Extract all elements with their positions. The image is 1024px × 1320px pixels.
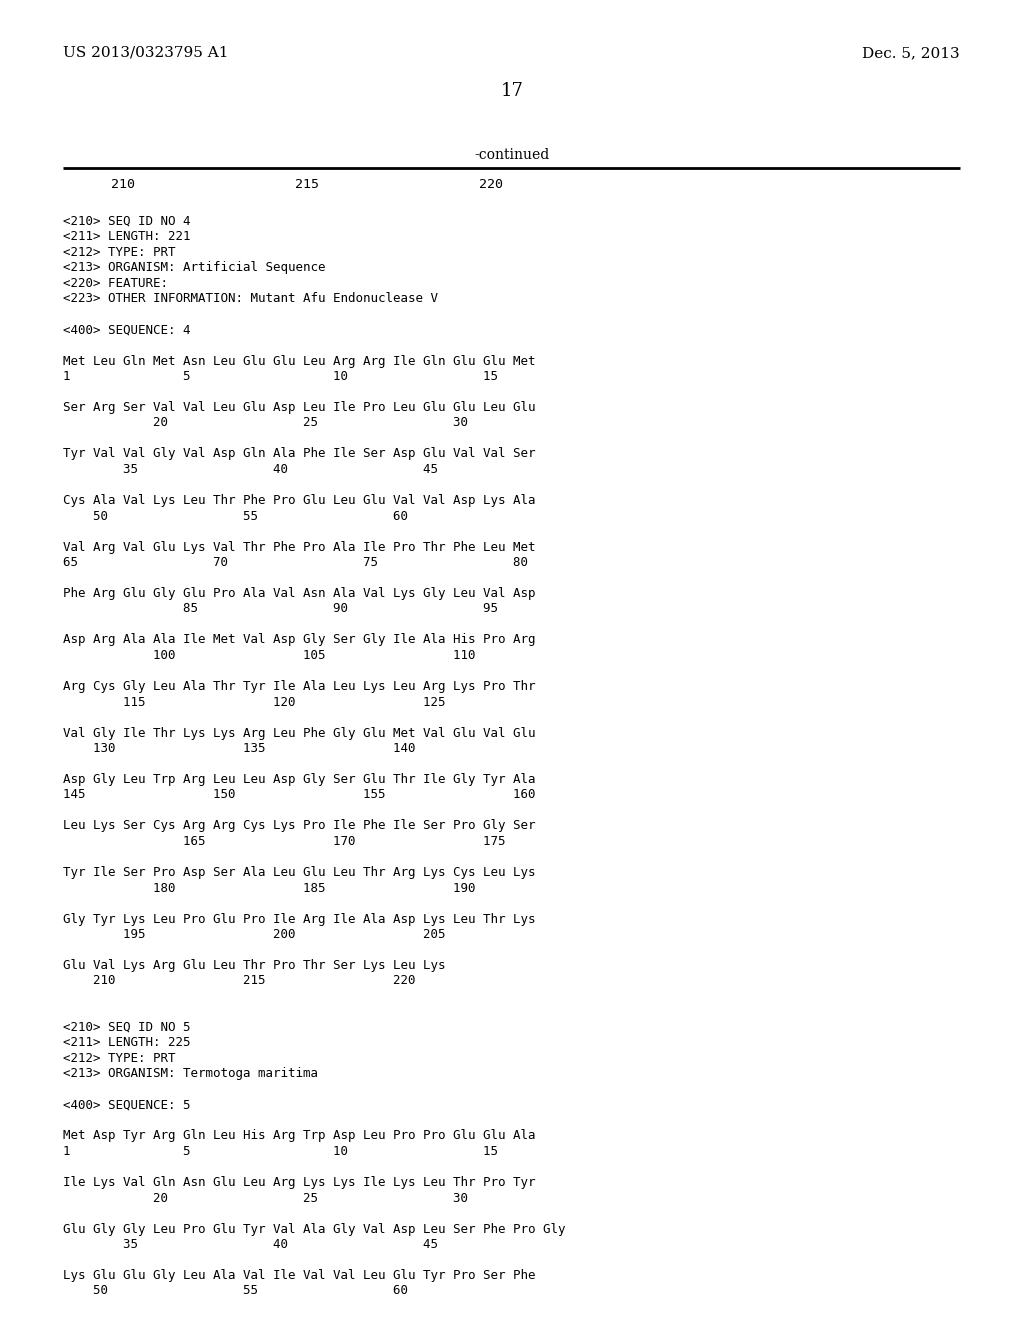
Text: Tyr Val Val Gly Val Asp Gln Ala Phe Ile Ser Asp Glu Val Val Ser: Tyr Val Val Gly Val Asp Gln Ala Phe Ile … bbox=[63, 447, 536, 461]
Text: <400> SEQUENCE: 5: <400> SEQUENCE: 5 bbox=[63, 1098, 190, 1111]
Text: Asp Arg Ala Ala Ile Met Val Asp Gly Ser Gly Ile Ala His Pro Arg: Asp Arg Ala Ala Ile Met Val Asp Gly Ser … bbox=[63, 634, 536, 647]
Text: <210> SEQ ID NO 4: <210> SEQ ID NO 4 bbox=[63, 215, 190, 228]
Text: 65                  70                  75                  80: 65 70 75 80 bbox=[63, 556, 528, 569]
Text: Glu Gly Gly Leu Pro Glu Tyr Val Ala Gly Val Asp Leu Ser Phe Pro Gly: Glu Gly Gly Leu Pro Glu Tyr Val Ala Gly … bbox=[63, 1222, 565, 1236]
Text: 180                 185                 190: 180 185 190 bbox=[63, 882, 475, 895]
Text: Dec. 5, 2013: Dec. 5, 2013 bbox=[862, 46, 961, 59]
Text: Val Gly Ile Thr Lys Lys Arg Leu Phe Gly Glu Met Val Glu Val Glu: Val Gly Ile Thr Lys Lys Arg Leu Phe Gly … bbox=[63, 726, 536, 739]
Text: <223> OTHER INFORMATION: Mutant Afu Endonuclease V: <223> OTHER INFORMATION: Mutant Afu Endo… bbox=[63, 293, 438, 305]
Text: <213> ORGANISM: Artificial Sequence: <213> ORGANISM: Artificial Sequence bbox=[63, 261, 326, 275]
Text: 20                  25                  30: 20 25 30 bbox=[63, 417, 468, 429]
Text: Tyr Ile Ser Pro Asp Ser Ala Leu Glu Leu Thr Arg Lys Cys Leu Lys: Tyr Ile Ser Pro Asp Ser Ala Leu Glu Leu … bbox=[63, 866, 536, 879]
Text: Cys Ala Val Lys Leu Thr Phe Pro Glu Leu Glu Val Val Asp Lys Ala: Cys Ala Val Lys Leu Thr Phe Pro Glu Leu … bbox=[63, 494, 536, 507]
Text: Arg Cys Gly Leu Ala Thr Tyr Ile Ala Leu Lys Leu Arg Lys Pro Thr: Arg Cys Gly Leu Ala Thr Tyr Ile Ala Leu … bbox=[63, 680, 536, 693]
Text: 50                  55                  60: 50 55 60 bbox=[63, 510, 408, 523]
Text: <211> LENGTH: 225: <211> LENGTH: 225 bbox=[63, 1036, 190, 1049]
Text: Phe Arg Glu Gly Glu Pro Ala Val Asn Ala Val Lys Gly Leu Val Asp: Phe Arg Glu Gly Glu Pro Ala Val Asn Ala … bbox=[63, 587, 536, 601]
Text: <211> LENGTH: 221: <211> LENGTH: 221 bbox=[63, 231, 190, 243]
Text: 20                  25                  30: 20 25 30 bbox=[63, 1192, 468, 1204]
Text: Lys Glu Glu Gly Leu Ala Val Ile Val Val Leu Glu Tyr Pro Ser Phe: Lys Glu Glu Gly Leu Ala Val Ile Val Val … bbox=[63, 1269, 536, 1282]
Text: 100                 105                 110: 100 105 110 bbox=[63, 649, 475, 663]
Text: 210                 215                 220: 210 215 220 bbox=[63, 974, 416, 987]
Text: <210> SEQ ID NO 5: <210> SEQ ID NO 5 bbox=[63, 1020, 190, 1034]
Text: Gly Tyr Lys Leu Pro Glu Pro Ile Arg Ile Ala Asp Lys Leu Thr Lys: Gly Tyr Lys Leu Pro Glu Pro Ile Arg Ile … bbox=[63, 912, 536, 925]
Text: Ile Lys Val Gln Asn Glu Leu Arg Lys Lys Ile Lys Leu Thr Pro Tyr: Ile Lys Val Gln Asn Glu Leu Arg Lys Lys … bbox=[63, 1176, 536, 1189]
Text: 1               5                   10                  15: 1 5 10 15 bbox=[63, 1144, 498, 1158]
Text: Asp Gly Leu Trp Arg Leu Leu Asp Gly Ser Glu Thr Ile Gly Tyr Ala: Asp Gly Leu Trp Arg Leu Leu Asp Gly Ser … bbox=[63, 774, 536, 785]
Text: <213> ORGANISM: Termotoga maritima: <213> ORGANISM: Termotoga maritima bbox=[63, 1068, 318, 1081]
Text: 115                 120                 125: 115 120 125 bbox=[63, 696, 445, 709]
Text: Val Arg Val Glu Lys Val Thr Phe Pro Ala Ile Pro Thr Phe Leu Met: Val Arg Val Glu Lys Val Thr Phe Pro Ala … bbox=[63, 540, 536, 553]
Text: Met Leu Gln Met Asn Leu Glu Glu Leu Arg Arg Ile Gln Glu Glu Met: Met Leu Gln Met Asn Leu Glu Glu Leu Arg … bbox=[63, 355, 536, 367]
Text: 85                  90                  95: 85 90 95 bbox=[63, 602, 498, 615]
Text: -continued: -continued bbox=[474, 148, 550, 162]
Text: 1               5                   10                  15: 1 5 10 15 bbox=[63, 370, 498, 383]
Text: 165                 170                 175: 165 170 175 bbox=[63, 836, 506, 847]
Text: <400> SEQUENCE: 4: <400> SEQUENCE: 4 bbox=[63, 323, 190, 337]
Text: Leu Lys Ser Cys Arg Arg Cys Lys Pro Ile Phe Ile Ser Pro Gly Ser: Leu Lys Ser Cys Arg Arg Cys Lys Pro Ile … bbox=[63, 820, 536, 833]
Text: 50                  55                  60: 50 55 60 bbox=[63, 1284, 408, 1298]
Text: 17: 17 bbox=[501, 82, 523, 100]
Text: Met Asp Tyr Arg Gln Leu His Arg Trp Asp Leu Pro Pro Glu Glu Ala: Met Asp Tyr Arg Gln Leu His Arg Trp Asp … bbox=[63, 1130, 536, 1143]
Text: 130                 135                 140: 130 135 140 bbox=[63, 742, 416, 755]
Text: 145                 150                 155                 160: 145 150 155 160 bbox=[63, 788, 536, 801]
Text: US 2013/0323795 A1: US 2013/0323795 A1 bbox=[63, 46, 228, 59]
Text: 35                  40                  45: 35 40 45 bbox=[63, 463, 438, 477]
Text: <220> FEATURE:: <220> FEATURE: bbox=[63, 277, 168, 290]
Text: <212> TYPE: PRT: <212> TYPE: PRT bbox=[63, 246, 175, 259]
Text: Ser Arg Ser Val Val Leu Glu Asp Leu Ile Pro Leu Glu Glu Leu Glu: Ser Arg Ser Val Val Leu Glu Asp Leu Ile … bbox=[63, 401, 536, 414]
Text: 35                  40                  45: 35 40 45 bbox=[63, 1238, 438, 1251]
Text: Glu Val Lys Arg Glu Leu Thr Pro Thr Ser Lys Leu Lys: Glu Val Lys Arg Glu Leu Thr Pro Thr Ser … bbox=[63, 960, 445, 972]
Text: 195                 200                 205: 195 200 205 bbox=[63, 928, 445, 941]
Text: 210                    215                    220: 210 215 220 bbox=[63, 178, 503, 191]
Text: <212> TYPE: PRT: <212> TYPE: PRT bbox=[63, 1052, 175, 1065]
